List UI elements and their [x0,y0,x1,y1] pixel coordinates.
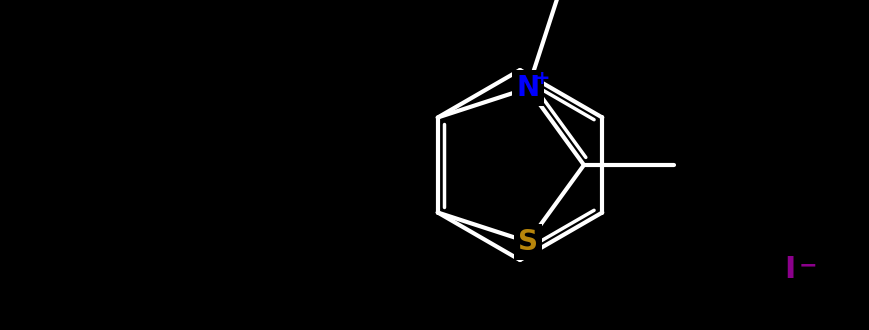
Text: I: I [784,255,795,284]
Text: +: + [534,69,550,88]
Text: N: N [516,74,539,102]
Text: −: − [798,255,816,275]
Text: S: S [517,228,537,256]
